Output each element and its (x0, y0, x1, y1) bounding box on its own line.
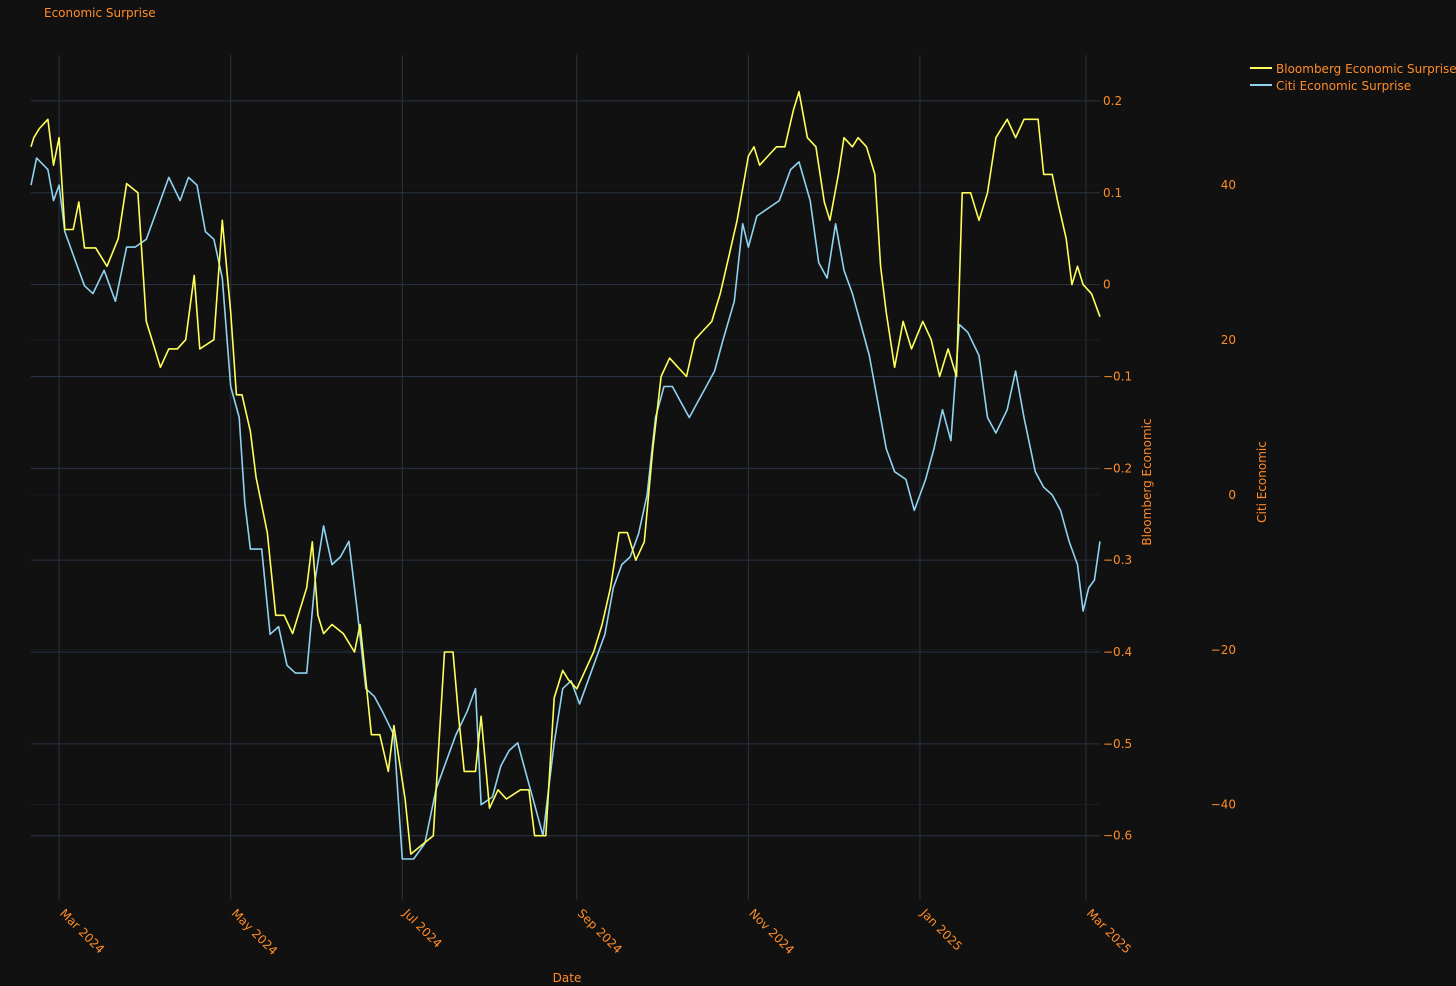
left-tick-label: 0 (1103, 278, 1111, 292)
right-tick-label: 20 (1221, 333, 1236, 347)
left-tick-label: 0.1 (1103, 186, 1122, 200)
x-tick-label: Sep 2024 (575, 906, 625, 956)
legend-label-bloomberg[interactable]: Bloomberg Economic Surprise (1276, 62, 1456, 76)
left-axis-title: Bloomberg Economic (1140, 418, 1154, 545)
right-tick-label: −40 (1211, 798, 1236, 812)
x-tick-label: Jan 2025 (917, 906, 965, 954)
right-tick-label: −20 (1211, 643, 1236, 657)
citi-series-line (30, 157, 1101, 860)
left-tick-label: −0.5 (1103, 737, 1132, 751)
left-tick-label: −0.3 (1103, 553, 1132, 567)
right-axis-ticks: 40 20 0 −20 −40 (1211, 178, 1236, 812)
x-tick-label: Nov 2024 (746, 906, 797, 957)
grid (31, 55, 1100, 900)
x-tick-label: Mar 2025 (1084, 906, 1134, 956)
bloomberg-series-line (30, 90, 1101, 855)
series-lines (30, 90, 1101, 860)
right-axis-title: Citi Economic (1255, 441, 1269, 523)
legend: Bloomberg Economic Surprise Citi Economi… (1250, 62, 1456, 93)
chart-title: Economic Surprise (44, 6, 156, 20)
x-tick-label: Mar 2024 (57, 906, 107, 956)
right-tick-label: 40 (1221, 178, 1236, 192)
left-tick-label: −0.4 (1103, 645, 1132, 659)
left-tick-label: −0.2 (1103, 461, 1132, 475)
left-tick-label: 0.2 (1103, 94, 1122, 108)
x-axis-title: Date (553, 971, 582, 985)
legend-label-citi[interactable]: Citi Economic Surprise (1276, 79, 1411, 93)
right-tick-label: 0 (1228, 488, 1236, 502)
x-axis-ticks: Mar 2024 May 2024 Jul 2024 Sep 2024 Nov 2024… (57, 906, 1134, 958)
x-tick-label: May 2024 (229, 906, 281, 958)
left-tick-label: −0.1 (1103, 369, 1132, 383)
x-tick-label: Jul 2024 (400, 906, 445, 951)
left-tick-label: −0.6 (1103, 829, 1132, 843)
left-axis-ticks: 0.2 0.1 0 −0.1 −0.2 −0.3 −0.4 −0.5 −0.6 (1103, 94, 1132, 843)
